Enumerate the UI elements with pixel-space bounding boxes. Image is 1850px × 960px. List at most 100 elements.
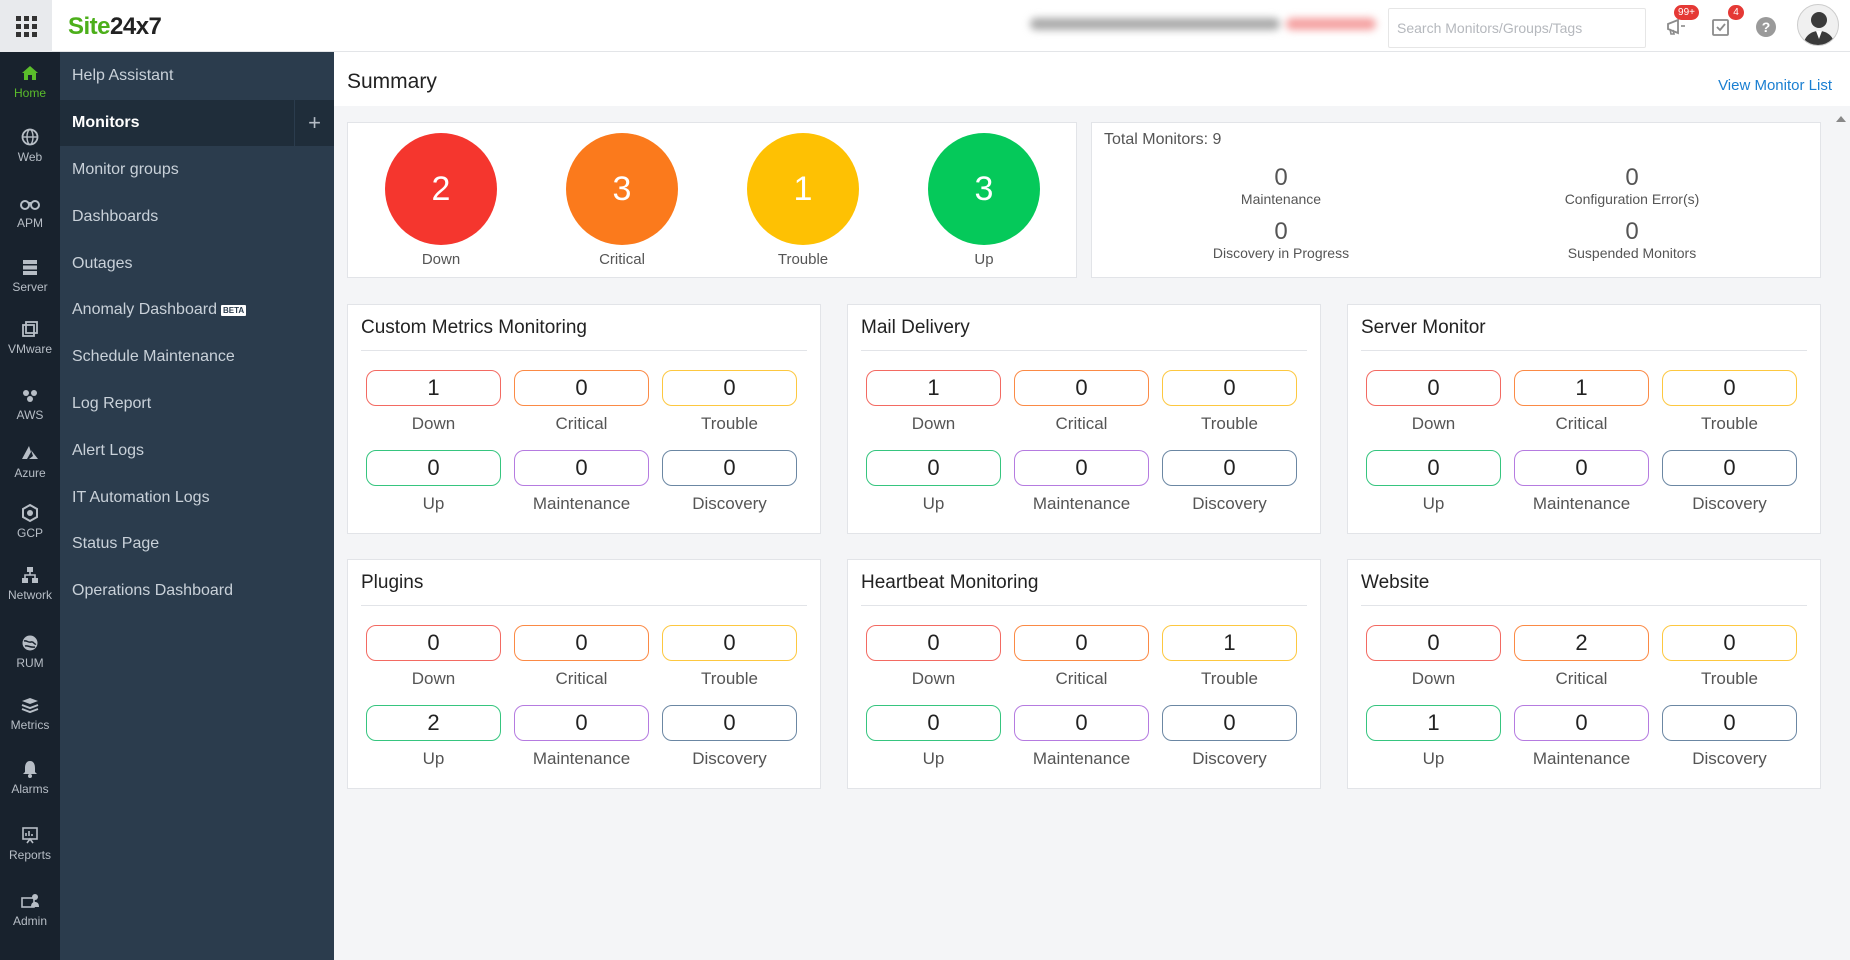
sidebar-item-alert-logs[interactable]: Alert Logs [60, 428, 334, 474]
maintenance-count-pill[interactable]: 0 [1014, 450, 1149, 486]
down-count-circle[interactable]: 2 [385, 133, 497, 245]
aws-icon [23, 390, 37, 402]
trouble-count-pill[interactable]: 0 [662, 625, 797, 661]
discovery-count-pill[interactable]: 0 [1162, 705, 1297, 741]
sidebar-item-dashboards[interactable]: Dashboards [60, 194, 334, 240]
discovery-count-pill[interactable]: 0 [1662, 450, 1797, 486]
down-count-pill[interactable]: 0 [366, 625, 501, 661]
sidebar-item-schedule-maintenance[interactable]: Schedule Maintenance [60, 334, 334, 380]
rail-item-apm[interactable]: APM [0, 192, 60, 252]
rail-item-metrics[interactable]: Metrics [0, 694, 60, 754]
critical-count-pill[interactable]: 2 [1514, 625, 1649, 661]
up-count-circle[interactable]: 3 [928, 133, 1040, 245]
critical-count-pill[interactable]: 0 [514, 625, 649, 661]
group-title[interactable]: Website [1361, 572, 1430, 593]
tasks-button[interactable]: 4 [1708, 5, 1744, 40]
trouble-count-pill[interactable]: 0 [1662, 625, 1797, 661]
help-icon[interactable]: ? [1756, 17, 1776, 37]
app-grid-button[interactable] [0, 0, 52, 52]
site24x7-logo[interactable]: Site24x7 [68, 13, 162, 41]
sidebar-item-it-automation-logs[interactable]: IT Automation Logs [60, 475, 334, 521]
notifications-button[interactable]: 99+ [1663, 5, 1699, 40]
group-title[interactable]: Plugins [361, 572, 424, 593]
down-count-pill[interactable]: 0 [866, 625, 1001, 661]
search-input[interactable] [1388, 8, 1646, 48]
group-title[interactable]: Custom Metrics Monitoring [361, 317, 587, 338]
down-count-pill[interactable]: 1 [366, 370, 501, 406]
sidebar-item-monitor-groups[interactable]: Monitor groups [60, 147, 334, 193]
rail-item-reports[interactable]: Reports [0, 824, 60, 884]
up-count-pill[interactable]: 1 [1366, 705, 1501, 741]
gcp-icon [22, 503, 38, 523]
up-count-pill[interactable]: 0 [866, 705, 1001, 741]
group-title[interactable]: Server Monitor [1361, 317, 1486, 338]
discovery-count-pill[interactable]: 0 [662, 705, 797, 741]
critical-count-pill[interactable]: 0 [514, 370, 649, 406]
trouble-count-pill[interactable]: 0 [1662, 370, 1797, 406]
critical-count-pill[interactable]: 0 [1014, 370, 1149, 406]
sidebar-item-log-report[interactable]: Log Report [60, 381, 334, 427]
group-card: Heartbeat Monitoring 0 Down 0 Critical 1 Troub… [847, 559, 1321, 789]
rail-item-vmware[interactable]: VMware [0, 318, 60, 378]
rail-item-gcp[interactable]: GCP [0, 502, 60, 562]
maintenance-count-pill[interactable]: 0 [1514, 705, 1649, 741]
binoculars-icon [20, 200, 40, 210]
rail-label: Server [12, 280, 48, 294]
maintenance-count-pill[interactable]: 0 [1514, 450, 1649, 486]
sidebar-item-monitors[interactable]: Monitors + [60, 100, 334, 146]
sidebar-item-help-assistant[interactable]: Help Assistant [60, 53, 334, 99]
sidebar-item-status-page[interactable]: Status Page [60, 521, 334, 567]
view-monitor-list-link[interactable]: View Monitor List [1718, 77, 1832, 94]
trouble-count-circle[interactable]: 1 [747, 133, 859, 245]
down-count-pill[interactable]: 0 [1366, 625, 1501, 661]
critical-count-circle[interactable]: 3 [566, 133, 678, 245]
sidebar-item-outages[interactable]: Outages [60, 241, 334, 287]
maintenance-stat[interactable]: 0 Maintenance [1161, 165, 1401, 208]
group-title[interactable]: Heartbeat Monitoring [861, 572, 1039, 593]
rail-item-admin[interactable]: Admin [0, 890, 60, 950]
pill-label: Trouble [700, 669, 758, 688]
rail-item-server[interactable]: Server [0, 256, 60, 316]
rail-item-aws[interactable]: AWS [0, 384, 60, 444]
rail-item-web[interactable]: Web [0, 126, 60, 186]
rail-item-alarms[interactable]: Alarms [0, 758, 60, 818]
maintenance-count-pill[interactable]: 0 [514, 705, 649, 741]
pill-label: Discovery [1692, 749, 1767, 768]
pill-label: Up [1422, 749, 1445, 768]
sidebar-item-operations-dashboard[interactable]: Operations Dashboard [60, 568, 334, 614]
scroll-up-arrow[interactable] [1836, 116, 1846, 122]
group-title[interactable]: Mail Delivery [861, 317, 970, 338]
sidebar-item-label: Help Assistant [72, 67, 174, 84]
rail-label: VMware [7, 342, 52, 356]
maintenance-count-pill[interactable]: 0 [1014, 705, 1149, 741]
down-count-pill[interactable]: 1 [866, 370, 1001, 406]
discovery-count-pill[interactable]: 0 [1662, 705, 1797, 741]
discovery-count-pill[interactable]: 0 [662, 450, 797, 486]
avatar[interactable] [1797, 4, 1839, 46]
rail-item-home[interactable]: Home [0, 62, 60, 122]
up-count-pill[interactable]: 0 [866, 450, 1001, 486]
down-count-pill[interactable]: 0 [1366, 370, 1501, 406]
add-monitor-button[interactable]: + [294, 100, 334, 146]
trouble-count-pill[interactable]: 0 [1162, 370, 1297, 406]
globe-icon [21, 128, 39, 146]
pill-label: Discovery [1692, 494, 1767, 513]
critical-count-pill[interactable]: 1 [1514, 370, 1649, 406]
discovery-in-progress-stat[interactable]: 0 Discovery in Progress [1161, 219, 1401, 262]
rail-item-rum[interactable]: RUM [0, 632, 60, 692]
maintenance-count-pill[interactable]: 0 [514, 450, 649, 486]
trouble-count-pill[interactable]: 0 [662, 370, 797, 406]
configuration-errors-stat[interactable]: 0 Configuration Error(s) [1512, 165, 1752, 208]
page-title: Summary [347, 70, 437, 93]
up-count-pill[interactable]: 0 [366, 450, 501, 486]
rail-item-network[interactable]: Network [0, 564, 60, 624]
suspended-monitors-stat[interactable]: 0 Suspended Monitors [1512, 219, 1752, 262]
critical-count-pill[interactable]: 0 [1014, 625, 1149, 661]
up-count-pill[interactable]: 2 [366, 705, 501, 741]
trouble-count-pill[interactable]: 1 [1162, 625, 1297, 661]
user-avatar-icon [1803, 12, 1835, 45]
up-count-pill[interactable]: 0 [1366, 450, 1501, 486]
discovery-count-pill[interactable]: 0 [1162, 450, 1297, 486]
rail-item-azure[interactable]: Azure [0, 442, 60, 502]
sidebar-item-anomaly-dashboard[interactable]: Anomaly Dashboard BETA [60, 287, 334, 333]
